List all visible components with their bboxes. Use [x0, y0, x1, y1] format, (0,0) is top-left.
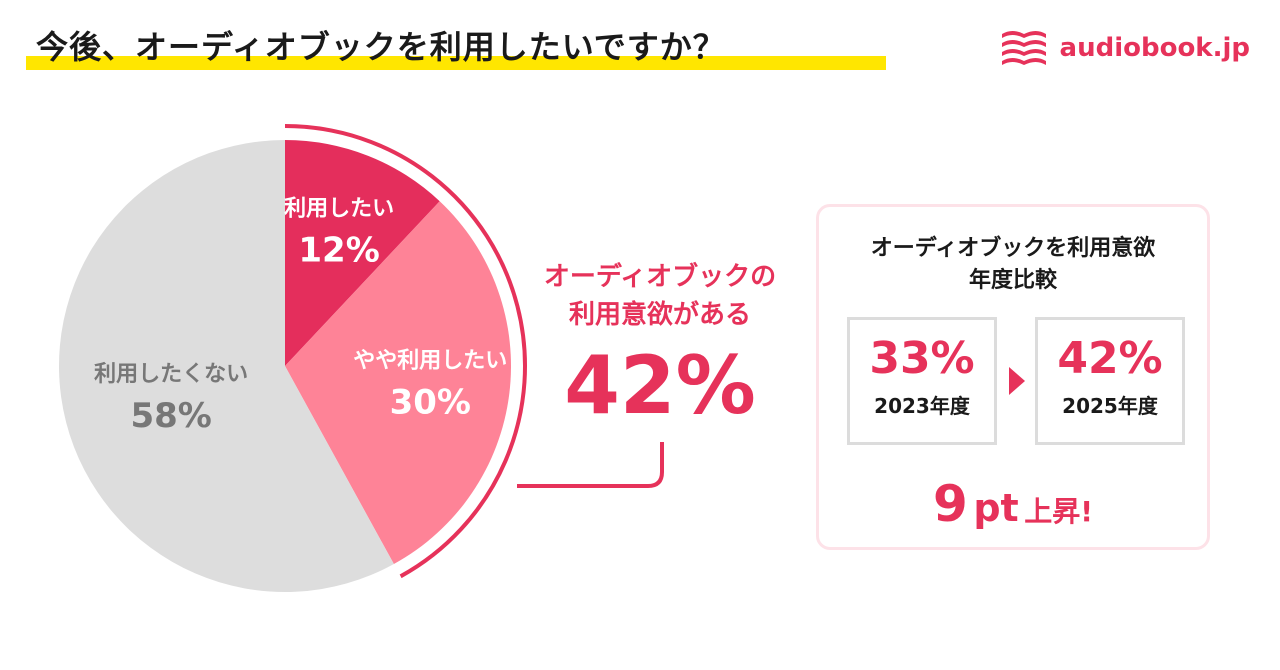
slice-label-1: 利用したい — [284, 196, 394, 221]
slice-value-2: 30% — [390, 383, 471, 423]
callout: オーディオブックの 利用意欲がある 42% — [520, 258, 800, 434]
year-value-2025: 42% — [1057, 333, 1163, 384]
comparison-title-line-1: オーディオブックを利用意欲 — [870, 236, 1156, 261]
slice-value-1: 12% — [298, 230, 379, 270]
year-value-2023: 33% — [869, 333, 975, 384]
title-highlight — [26, 56, 886, 70]
year-label-2023: 2023年度 — [874, 394, 970, 418]
year-box-2023: 33% 2023年度 — [847, 317, 997, 445]
pie-slice-2 — [285, 201, 511, 565]
brand-name: audiobook.jp — [1059, 33, 1250, 63]
comparison-panel: オーディオブックを利用意欲 年度比較 33% 2023年度 42% 2025年度… — [816, 204, 1210, 550]
callout-bracket — [284, 124, 664, 579]
comparison-title: オーディオブックを利用意欲 年度比較 — [819, 233, 1207, 297]
pie-slice-3 — [59, 140, 394, 592]
rise-number: 9 — [932, 475, 968, 533]
pie-chart: 利用したい 12% やや利用したい 30% 利用したくない 58% — [59, 124, 664, 592]
comparison-title-line-2: 年度比較 — [968, 268, 1057, 293]
arrow-right-icon — [1009, 367, 1025, 395]
callout-value: 42% — [564, 339, 756, 432]
year-box-2025: 42% 2025年度 — [1035, 317, 1185, 445]
rise-unit: pt — [973, 486, 1019, 530]
year-label-2025: 2025年度 — [1062, 394, 1158, 418]
pie-slice-1 — [285, 140, 440, 366]
rise-text: 上昇! — [1024, 495, 1094, 528]
slice-label-2: やや利用したい — [353, 349, 507, 374]
brand-logo: audiobook.jp — [1000, 28, 1250, 68]
callout-line-1: オーディオブックの — [543, 262, 777, 292]
slice-value-3: 58% — [130, 396, 211, 436]
chart-title: 今後、オーディオブックを利用したいですか？ — [36, 28, 726, 66]
rise-summary: 9 pt 上昇! — [819, 475, 1207, 533]
slice-label-3: 利用したくない — [94, 362, 248, 387]
callout-line-2: 利用意欲がある — [568, 300, 751, 330]
book-stack-icon — [1001, 31, 1046, 65]
